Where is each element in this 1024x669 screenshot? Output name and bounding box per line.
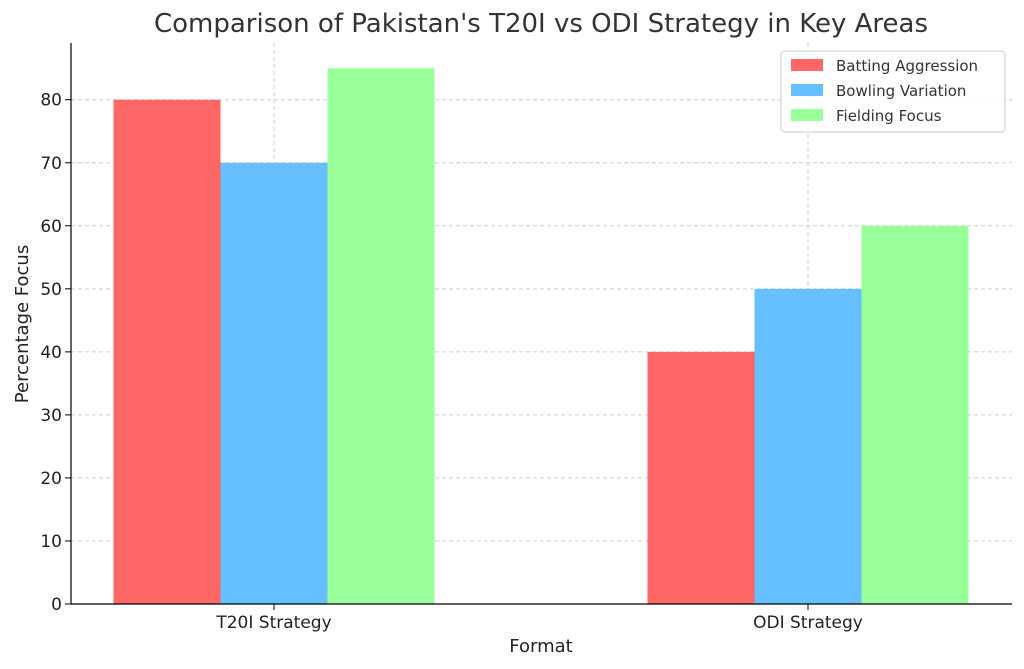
y-tick-label: 80	[40, 91, 62, 111]
y-tick-label: 20	[40, 469, 62, 489]
y-axis-label: Percentage Focus	[12, 245, 33, 403]
legend: Batting Aggression Bowling Variation Field…	[780, 50, 1006, 133]
bar-fielding-focus-t20i-strategy	[327, 68, 435, 604]
axes	[70, 43, 1012, 605]
bars	[113, 68, 969, 604]
y-tick-label: 30	[40, 406, 62, 426]
legend-swatch	[791, 59, 823, 71]
x-tick-label: ODI Strategy	[753, 613, 863, 633]
legend-swatch	[791, 84, 823, 96]
bar-batting-aggression-t20i-strategy	[113, 99, 221, 604]
x-axis-label: Format	[509, 636, 572, 657]
bar-fielding-focus-odi-strategy	[861, 225, 969, 604]
bar-bowling-variation-t20i-strategy	[220, 162, 328, 604]
x-ticks: T20I Strategy ODI Strategy	[215, 604, 863, 633]
legend-label: Fielding Focus	[836, 107, 942, 125]
chart-title: Comparison of Pakistan's T20I vs ODI Str…	[154, 9, 928, 39]
bar-bowling-variation-odi-strategy	[754, 288, 862, 604]
y-tick-label: 60	[40, 217, 62, 237]
legend-swatch	[791, 109, 823, 121]
y-tick-label: 50	[40, 280, 62, 300]
legend-label: Batting Aggression	[836, 57, 978, 75]
legend-box	[780, 50, 1006, 133]
y-tick-label: 70	[40, 154, 62, 174]
y-tick-label: 0	[51, 595, 62, 615]
legend-label: Bowling Variation	[836, 82, 966, 100]
bar-batting-aggression-odi-strategy	[647, 351, 755, 604]
y-tick-label: 40	[40, 343, 62, 363]
x-tick-label: T20I Strategy	[215, 613, 331, 633]
y-ticks: 0 10 20 30 40 50 60 70 80	[40, 91, 71, 615]
y-tick-label: 10	[40, 532, 62, 552]
